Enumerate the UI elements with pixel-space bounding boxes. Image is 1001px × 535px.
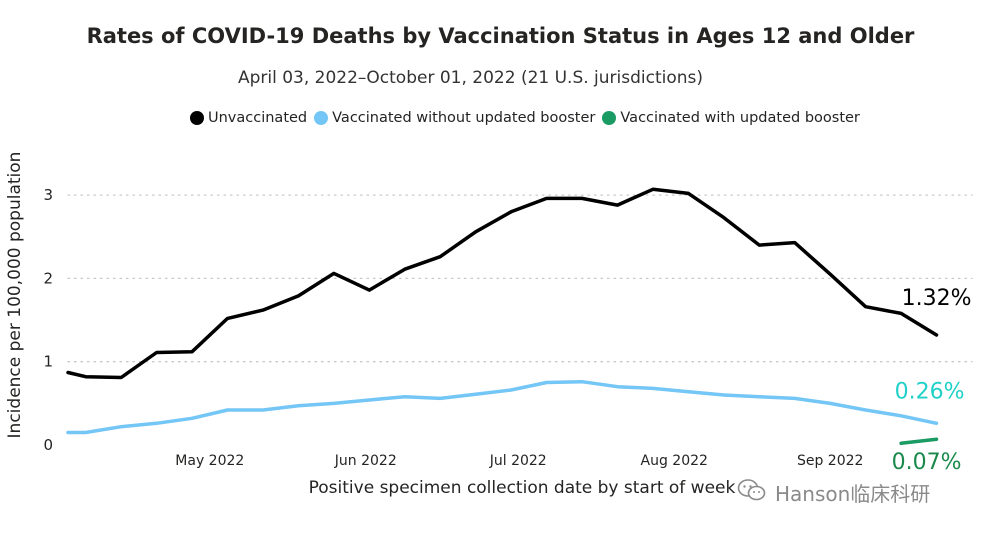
y-tick-label-3: 3 (43, 186, 53, 204)
x-tick-label-3: Aug 2022 (641, 453, 708, 469)
end-label-2: 0.07% (892, 450, 962, 475)
legend-dot-vaccinated-with-booster (602, 111, 617, 125)
chart-title: Rates of COVID-19 Deaths by Vaccination … (86, 24, 915, 48)
legend-item-unvaccinated[interactable]: Unvaccinated (190, 110, 307, 126)
series-line-0 (66, 187, 939, 380)
legend-dot-vaccinated-without-booster (314, 111, 329, 125)
legend-label-vaccinated-with-booster: Vaccinated with updated booster (620, 110, 860, 126)
x-tick-label-0: May 2022 (175, 453, 244, 469)
legend-item-vaccinated-without-booster[interactable]: Vaccinated without updated booster (314, 110, 595, 126)
x-axis-title: Positive specimen collection date by sta… (309, 478, 736, 498)
y-axis-title: Incidence per 100,000 population (5, 152, 25, 439)
chart-subtitle: April 03, 2022–October 01, 2022 (21 U.S.… (237, 68, 704, 88)
watermark-text: Hanson临床科研 (775, 482, 931, 506)
series-line-2 (899, 437, 939, 446)
legend-dot-unvaccinated (190, 111, 204, 125)
wechat-icon (737, 478, 767, 507)
series-line-1 (66, 379, 939, 435)
end-label-0: 1.32% (902, 286, 972, 311)
y-tick-label-1: 1 (43, 353, 53, 371)
end-label-1: 0.26% (895, 379, 965, 404)
y-tick-label-2: 2 (43, 269, 53, 287)
x-tick-label-4: Sep 2022 (797, 453, 863, 469)
y-tick-label-0: 0 (43, 436, 53, 454)
legend-label-unvaccinated: Unvaccinated (208, 110, 308, 126)
legend: Unvaccinated Vaccinated without updated … (190, 110, 867, 126)
x-tick-label-2: Jul 2022 (489, 453, 547, 469)
watermark: Hanson临床科研 (737, 478, 930, 507)
legend-item-vaccinated-with-booster[interactable]: Vaccinated with updated booster (602, 110, 860, 126)
legend-label-vaccinated-without-booster: Vaccinated without updated booster (332, 110, 596, 126)
x-tick-label-1: Jun 2022 (334, 453, 397, 469)
